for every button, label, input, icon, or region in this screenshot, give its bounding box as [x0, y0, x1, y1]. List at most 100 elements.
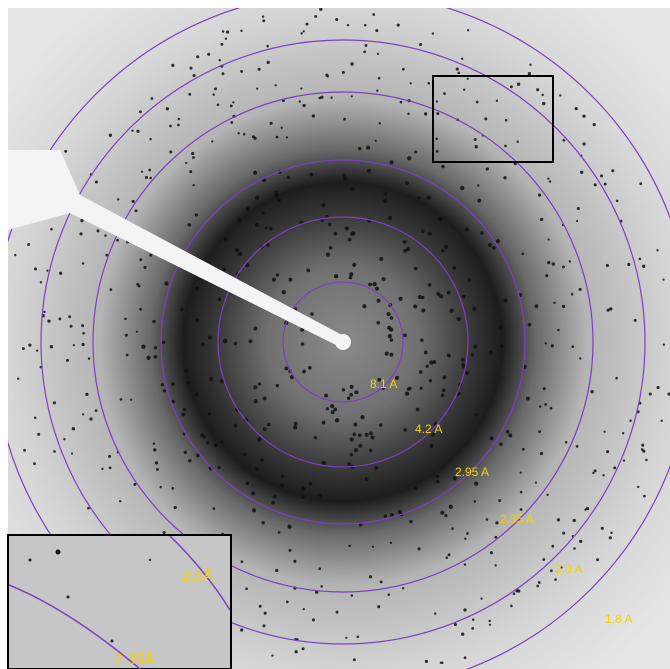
spot — [454, 623, 457, 626]
spot — [538, 430, 541, 433]
spot — [425, 364, 428, 367]
spot — [384, 515, 387, 518]
spot — [275, 84, 277, 86]
spot — [264, 226, 267, 229]
spot — [642, 265, 645, 268]
spot — [563, 139, 566, 142]
spot — [550, 569, 553, 572]
spot — [53, 401, 56, 404]
spot — [486, 518, 489, 521]
spot — [576, 445, 579, 448]
spot — [260, 458, 264, 462]
spot — [249, 339, 253, 343]
spot — [201, 343, 204, 346]
spot — [486, 167, 489, 170]
spot — [300, 87, 302, 89]
spot — [343, 177, 347, 181]
spot — [33, 462, 36, 465]
spot — [36, 349, 38, 351]
spot — [281, 474, 285, 478]
spot — [193, 184, 195, 186]
spot — [276, 273, 279, 276]
spot — [446, 556, 449, 559]
spot — [336, 611, 339, 614]
spot — [380, 580, 383, 583]
spot — [613, 466, 616, 469]
spot — [427, 196, 431, 200]
spot — [463, 89, 465, 91]
spot — [419, 370, 423, 374]
spot — [166, 107, 169, 110]
spot — [402, 68, 405, 71]
spot — [418, 295, 422, 299]
spot — [474, 413, 478, 417]
spot — [365, 44, 368, 47]
spot — [474, 500, 477, 503]
spot — [463, 608, 466, 611]
spot — [320, 96, 323, 99]
spot — [369, 575, 372, 578]
spot — [240, 628, 243, 631]
spot — [207, 53, 210, 56]
spot — [442, 388, 446, 392]
spot — [214, 87, 217, 90]
spot — [181, 413, 185, 417]
spot — [320, 585, 323, 588]
spot — [464, 537, 466, 539]
spot — [243, 453, 247, 457]
spot — [390, 316, 393, 319]
spot — [403, 334, 407, 338]
spot — [389, 327, 393, 331]
spot — [590, 390, 593, 393]
spot — [503, 298, 507, 302]
spot — [369, 448, 372, 451]
spot — [444, 514, 447, 517]
spot — [535, 304, 539, 308]
spot — [169, 125, 172, 128]
spot — [529, 63, 531, 65]
spot — [358, 444, 362, 448]
spot — [278, 531, 281, 534]
spot — [162, 341, 165, 344]
spot — [145, 176, 148, 179]
spot — [271, 501, 275, 505]
spot — [310, 173, 314, 177]
spot — [449, 505, 453, 509]
spot — [413, 304, 417, 308]
spot — [538, 193, 541, 196]
spot — [495, 564, 497, 566]
spot — [428, 232, 432, 236]
spot — [184, 369, 188, 373]
spot — [540, 452, 543, 455]
spot — [220, 43, 223, 46]
spot — [208, 412, 211, 415]
spot — [407, 113, 409, 115]
spot — [390, 542, 392, 544]
spot — [153, 442, 155, 444]
spot — [388, 593, 391, 596]
spot — [490, 551, 493, 554]
spot — [419, 43, 422, 46]
spot — [149, 138, 151, 140]
spot — [539, 405, 541, 407]
spot — [462, 295, 466, 299]
spot — [331, 410, 335, 414]
spot — [457, 71, 460, 74]
spot — [541, 94, 543, 96]
spot — [17, 377, 19, 379]
spot — [287, 176, 290, 179]
spot — [66, 359, 69, 362]
spot — [53, 450, 56, 453]
spot — [495, 536, 498, 539]
spot — [602, 474, 604, 476]
spot — [443, 92, 446, 95]
spot — [214, 443, 218, 447]
spot — [34, 267, 37, 270]
spot — [64, 150, 67, 153]
spot — [441, 165, 444, 168]
spot — [350, 453, 353, 456]
spot — [326, 253, 330, 257]
spot — [97, 229, 100, 232]
spot — [212, 93, 214, 95]
spot — [528, 323, 532, 327]
